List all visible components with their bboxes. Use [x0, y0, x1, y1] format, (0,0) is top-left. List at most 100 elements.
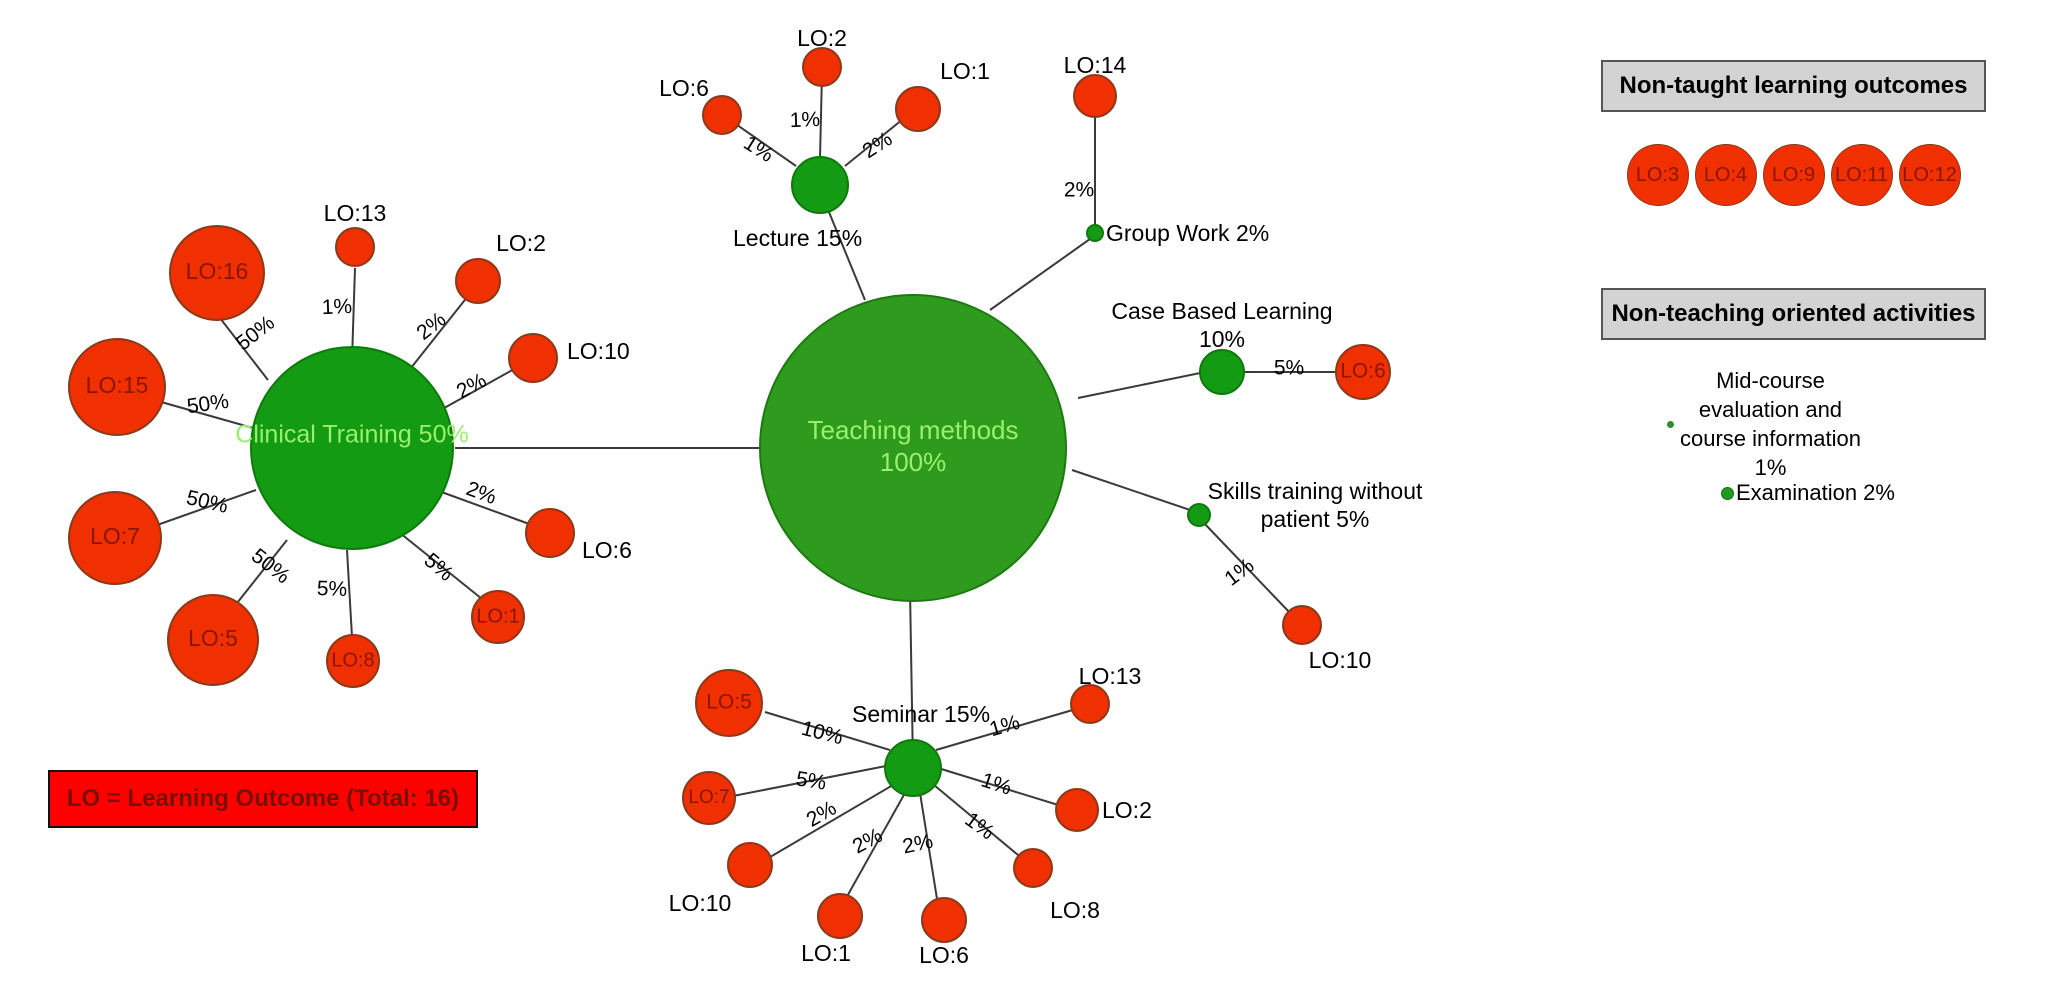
skills-edges	[1202, 521, 1293, 616]
node-skills-training[interactable]: Skills training without patient 5%	[1187, 478, 1423, 532]
non-teaching-panel-title: Non-teaching oriented activities	[1601, 288, 1986, 340]
node-seminar[interactable]: Seminar 15%	[852, 701, 990, 797]
ct-lo8-label: LO:8	[331, 649, 374, 671]
edge-sem-lo6	[919, 792, 939, 906]
node-teaching-methods[interactable]: Teaching methods 100%	[759, 294, 1067, 602]
non-teaching-activities-list: Mid-course evaluation and course informa…	[1601, 352, 1986, 542]
sem-lo13-node[interactable]: LO:13	[1070, 663, 1141, 724]
group-work-label: Group Work 2%	[1106, 220, 1269, 246]
non-taught-outcomes-list: LO:3 LO:4 LO:9 LO:11 LO:12	[1601, 140, 1986, 210]
node-case-based-learning[interactable]: Case Based Learning 10%	[1111, 298, 1333, 395]
sem-w1-label: 2%	[849, 824, 887, 859]
ct-lo6-label: LO:6	[582, 537, 632, 563]
ct-w2-label: 2%	[412, 308, 450, 345]
ct-lo13-node[interactable]: LO:13	[324, 200, 387, 267]
midcourse-line3: course information	[1680, 426, 1861, 452]
sem-lo10-node[interactable]: LO:10	[669, 842, 773, 916]
sem-lo8-label: LO:8	[1050, 897, 1100, 923]
sem-lo2-node[interactable]: LO:2	[1055, 788, 1152, 832]
sem-w10-label: 2%	[803, 797, 841, 832]
non-taught-lo-item[interactable]: LO:12	[1898, 144, 1961, 206]
activity-examination-text: Examination 2%	[1736, 480, 1895, 505]
sem-lo6-label: LO:6	[919, 942, 969, 968]
non-taught-lo-item[interactable]: LO:11	[1830, 144, 1893, 206]
ct-w13-label: 1%	[321, 295, 352, 319]
non-taught-lo-item[interactable]: LO:9	[1762, 144, 1825, 206]
sem-lo5-node[interactable]: LO:5	[695, 669, 763, 737]
sem-lo10-label: LO:10	[669, 890, 732, 916]
ct-w16-label: 50%	[232, 311, 279, 355]
ct-lo6-node[interactable]: LO:6	[525, 508, 632, 563]
skills-lo10-label: LO:10	[1309, 647, 1372, 673]
edge-ct-lo1	[399, 532, 488, 604]
edge-ct-lo10	[436, 367, 517, 413]
lecture-label: Lecture 15%	[733, 225, 862, 251]
non-taught-panel-title: Non-taught learning outcomes	[1601, 60, 1986, 112]
seminar-edges	[732, 706, 1084, 906]
ct-lo16-label: LO:16	[186, 258, 249, 284]
sem-lo8-node[interactable]: LO:8	[1013, 848, 1100, 923]
sem-lo7-node[interactable]: LO:7	[682, 771, 736, 825]
sem-lo6-node[interactable]: LO:6	[919, 897, 969, 968]
gw-lo14-node[interactable]: LO:14	[1064, 52, 1127, 118]
ct-lo7-label: LO:7	[90, 523, 140, 549]
ct-lo15-label: LO:15	[86, 372, 149, 398]
ct-w15-label: 50%	[185, 390, 230, 419]
edge-sem-lo7	[732, 765, 887, 797]
edge-sem-lo10	[764, 784, 894, 861]
non-taught-lo-item[interactable]: LO:3	[1626, 144, 1689, 206]
cbl-lo6-node[interactable]: LO:6	[1335, 344, 1391, 400]
node-group-work[interactable]: Group Work 2%	[1086, 220, 1269, 246]
teaching-methods-label-line1: Teaching methods	[807, 415, 1018, 445]
ct-lo10-node[interactable]: LO:10	[508, 333, 630, 383]
lec-lo1-label: LO:1	[940, 58, 990, 84]
ct-w10-label: 2%	[453, 369, 491, 404]
lec-lo6-node[interactable]: LO:6	[659, 75, 742, 135]
sem-lo7-label: LO:7	[688, 787, 729, 808]
ct-lo2-node[interactable]: LO:2	[455, 230, 546, 304]
skills-lo10-node[interactable]: LO:10	[1282, 605, 1372, 673]
edge-ct-lo6	[435, 489, 533, 526]
ct-lo1-node[interactable]: LO:1	[471, 590, 525, 644]
clinical-training-label: Clinical Training 50%	[235, 421, 468, 449]
root-edges	[455, 194, 1211, 766]
ct-lo15-node[interactable]: LO:15	[68, 338, 166, 436]
green-dot-icon	[1667, 420, 1674, 428]
lec-lo2-label: LO:2	[797, 25, 847, 51]
edge-root-cbl	[1077, 370, 1211, 399]
edge-lec-lo1	[844, 114, 909, 167]
sem-lo1-node[interactable]: LO:1	[801, 893, 863, 966]
sem-w7-label: 5%	[794, 767, 828, 794]
ct-lo5-node[interactable]: LO:5	[167, 594, 259, 686]
ct-lo16-node[interactable]: LO:16	[169, 225, 265, 321]
edge-lec-lo2	[819, 72, 823, 159]
edge-ct-lo8	[346, 549, 353, 638]
node-lecture[interactable]: Lecture 15%	[733, 156, 862, 251]
activity-examination[interactable]: Examination 2%	[1721, 480, 1895, 506]
ct-w6-label: 2%	[463, 477, 499, 509]
ct-w8-label: 5%	[316, 577, 347, 601]
non-taught-lo-item[interactable]: LO:4	[1694, 144, 1757, 206]
sem-lo1-label: LO:1	[801, 940, 851, 966]
lec-lo1-node[interactable]: LO:1	[895, 58, 990, 132]
edge-lec-lo6	[729, 119, 797, 167]
ct-lo1-label: LO:1	[476, 605, 519, 627]
node-clinical-training[interactable]: Clinical Training 50%	[235, 346, 469, 550]
seminar-label: Seminar 15%	[852, 701, 990, 727]
sem-w13-label: 1%	[987, 711, 1023, 741]
ct-lo8-node[interactable]: LO:8	[326, 634, 380, 688]
activity-midcourse-evaluation[interactable]: Mid-course evaluation and course informa…	[1667, 366, 1861, 482]
cbl-lo6-label: LO:6	[1340, 360, 1386, 383]
ct-lo10-label: LO:10	[567, 338, 630, 364]
edge-root-seminar	[909, 589, 914, 766]
sem-w2-label: 1%	[978, 768, 1014, 799]
skills-w10-label: 1%	[1220, 554, 1258, 591]
lec-lo2-node[interactable]: LO:2	[797, 25, 847, 87]
lecture-edges	[729, 72, 909, 167]
ct-lo7-node[interactable]: LO:7	[68, 491, 162, 585]
edge-ct-lo15	[146, 397, 254, 429]
lec-w6-label: 1%	[740, 131, 778, 167]
midcourse-line2: evaluation and	[1698, 397, 1843, 423]
